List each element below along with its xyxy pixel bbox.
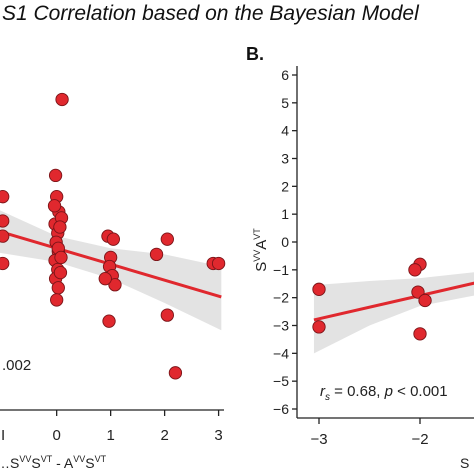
panel-a-x-label: …SVV​SVT​ - AVV​SVT​: [0, 454, 107, 471]
panel-a-point: [54, 250, 68, 265]
panel-a-point: [50, 293, 64, 307]
panel-b-point: [418, 293, 432, 308]
panel-a-x-tick-label: 0: [53, 427, 61, 444]
panel-a-point: [108, 278, 122, 292]
panel-a-point: [53, 220, 67, 234]
panel-b-point: [312, 282, 326, 296]
panel-b-y-tick-label: −2: [273, 290, 289, 306]
panel-b-y-tick-label: 5: [281, 95, 289, 111]
panel-b-point: [312, 320, 326, 334]
panel-b-y-tick-label: 2: [281, 178, 289, 194]
panel-a-point: [47, 199, 62, 213]
panel-b-y-tick-label: 4: [281, 123, 289, 139]
panel-a-point: [160, 308, 174, 322]
panel-a-stat-text: .002: [2, 357, 31, 374]
panel-b-y-tick-label: −1: [273, 262, 289, 278]
panel-b-y-tick-label: −4: [273, 345, 289, 361]
panel-a-x-tick-label: 1: [106, 427, 114, 444]
panel-b-x-tick-label: −2: [411, 431, 428, 448]
panel-b-y-tick-label: −5: [273, 373, 289, 389]
panel-b-y-tick-label: 6: [281, 67, 289, 83]
panel-a-point: [53, 265, 68, 280]
panel-b-x-label: S: [460, 455, 469, 471]
panel-a-x-tick-label: 3: [214, 427, 222, 444]
panel-a-point: [160, 232, 174, 246]
panel-b-y-tick-label: 1: [281, 206, 289, 222]
panel-a-point: [211, 256, 226, 271]
panel-b-y-tick-label: 3: [281, 151, 289, 167]
panel-a-edge-tick-label: I: [1, 427, 5, 444]
panel-a-point: [0, 190, 10, 204]
panel-a-point: [51, 281, 65, 295]
panel-b-label: B.: [246, 44, 264, 64]
panel-b-y-tick-label: −3: [273, 318, 289, 334]
panel-b-point: [408, 263, 422, 277]
panel-a-point: [0, 229, 10, 243]
panel-b-fit-line: [313, 281, 474, 322]
panel-a-point: [149, 247, 164, 262]
panel-b-point: [413, 327, 427, 341]
panel-a-point: [168, 366, 183, 380]
panel-a-point: [0, 256, 10, 271]
panel-a-point: [106, 232, 120, 246]
panel-b-y-tick-label: −6: [273, 401, 289, 417]
panel-a-chart: 0 1 2 3 I …SVV​SVT​ - AVV​SVT​ .002: [0, 92, 226, 471]
panel-b-x-tick-label: −3: [310, 431, 327, 448]
panel-a-point: [102, 314, 116, 328]
panel-a-point: [48, 168, 63, 183]
panel-a-x-tick-label: 2: [160, 427, 168, 444]
figure-title: S1 Correlation based on the Bayesian Mod…: [2, 2, 419, 25]
panel-a-point: [55, 92, 69, 107]
panel-a-point: [0, 214, 10, 228]
panel-b-stat-text: rs = 0.68, p < 0.001: [320, 383, 448, 403]
panel-b-y-label: SVV​AVT​: [252, 228, 270, 272]
panel-a-point: [98, 272, 112, 286]
panel-b-y-tick-label: 0: [281, 234, 289, 250]
